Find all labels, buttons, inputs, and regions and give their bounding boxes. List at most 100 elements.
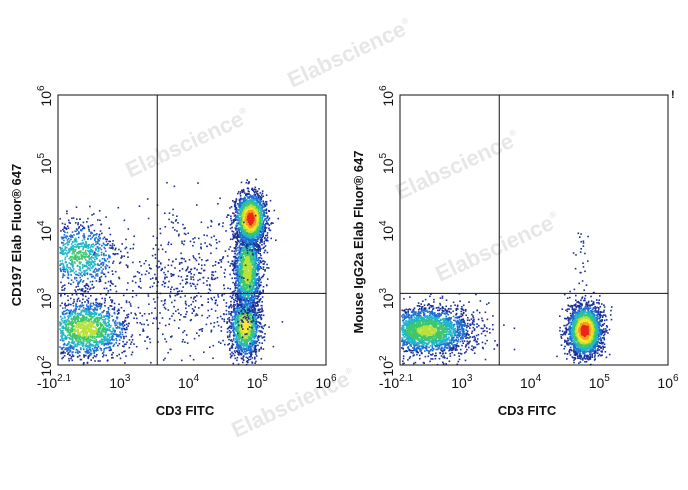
event-dot	[251, 341, 254, 344]
event-dot	[259, 323, 262, 325]
event-dot	[66, 210, 68, 212]
event-dot	[85, 310, 88, 312]
event-dot	[244, 299, 247, 301]
event-dot	[235, 350, 238, 352]
event-dot	[256, 245, 258, 247]
event-dot	[244, 331, 246, 333]
event-dot	[72, 251, 74, 253]
event-dot	[101, 257, 104, 260]
event-dot	[100, 272, 103, 274]
event-dot	[83, 285, 86, 287]
event-dot	[76, 337, 78, 339]
event-dot	[76, 300, 78, 303]
event-dot	[73, 345, 75, 348]
event-dot	[63, 321, 66, 324]
event-dot	[253, 301, 255, 304]
event-dot	[66, 308, 69, 311]
event-dot	[132, 261, 134, 264]
event-dot	[240, 341, 243, 343]
event-dot	[108, 247, 111, 249]
event-dot	[239, 341, 242, 344]
event-dot	[146, 336, 148, 339]
event-dot	[250, 331, 253, 333]
event-dot	[98, 250, 100, 252]
event-dot	[82, 280, 85, 282]
event-dot	[99, 322, 101, 324]
event-dot	[127, 325, 129, 327]
event-dot	[244, 338, 247, 340]
event-dot	[79, 333, 82, 335]
event-dot	[80, 317, 82, 319]
event-dot	[255, 331, 258, 333]
event-dot	[71, 311, 73, 314]
event-dot	[91, 311, 93, 314]
event-dot	[101, 340, 103, 343]
event-dot	[63, 274, 66, 277]
event-dot	[123, 324, 126, 326]
event-dot	[83, 326, 85, 328]
event-dot	[109, 256, 111, 259]
event-dot	[97, 247, 100, 250]
event-dot	[103, 254, 105, 257]
event-dot	[75, 322, 77, 325]
event-dot	[130, 353, 133, 356]
event-dot	[255, 256, 257, 259]
event-dot	[139, 322, 141, 324]
event-dot	[96, 275, 99, 277]
event-dot	[228, 338, 230, 341]
event-dot	[257, 339, 260, 341]
event-dot	[89, 326, 92, 328]
event-dot	[116, 335, 118, 338]
event-dot	[241, 249, 243, 252]
event-dot	[233, 215, 236, 217]
event-dot	[65, 328, 68, 330]
event-dot	[111, 243, 114, 245]
event-dot	[71, 318, 73, 321]
event-dot	[246, 341, 249, 343]
event-dot	[89, 305, 92, 308]
event-dot	[93, 349, 95, 352]
event-dot	[237, 349, 239, 351]
event-dot	[76, 330, 79, 332]
event-dot	[71, 266, 74, 269]
event-dot	[78, 268, 80, 271]
event-dot	[69, 259, 72, 261]
event-dot	[235, 248, 237, 250]
event-dot	[100, 254, 103, 256]
event-dot	[239, 246, 241, 249]
event-dot	[154, 307, 156, 309]
event-dot	[240, 313, 243, 316]
event-dot	[80, 224, 82, 226]
event-dot	[97, 331, 100, 333]
event-dot	[66, 235, 69, 238]
event-dot	[121, 255, 123, 257]
event-dot	[67, 328, 69, 330]
event-dot	[236, 303, 238, 305]
event-dot	[69, 257, 72, 259]
event-dot	[245, 297, 248, 300]
event-dot	[84, 259, 87, 261]
event-dot	[121, 331, 124, 333]
event-dot	[238, 303, 241, 305]
event-dot	[102, 325, 105, 328]
event-dot	[90, 232, 92, 235]
event-dot	[111, 247, 113, 249]
event-dot	[64, 231, 66, 234]
event-dot	[64, 271, 67, 273]
event-dot	[95, 328, 98, 331]
event-dot	[118, 248, 120, 251]
watermark: Elabscience®	[122, 103, 254, 182]
event-dot	[79, 300, 81, 302]
event-dot	[253, 298, 255, 300]
event-dot	[248, 267, 250, 270]
event-dot	[99, 247, 101, 249]
event-dot	[85, 313, 87, 315]
event-dot	[62, 285, 64, 287]
event-dot	[255, 284, 257, 287]
event-dot	[84, 269, 87, 272]
event-dot	[115, 324, 118, 326]
event-dot	[96, 347, 98, 349]
event-dot	[63, 265, 65, 268]
event-dot	[248, 266, 251, 269]
event-dot	[118, 309, 120, 312]
